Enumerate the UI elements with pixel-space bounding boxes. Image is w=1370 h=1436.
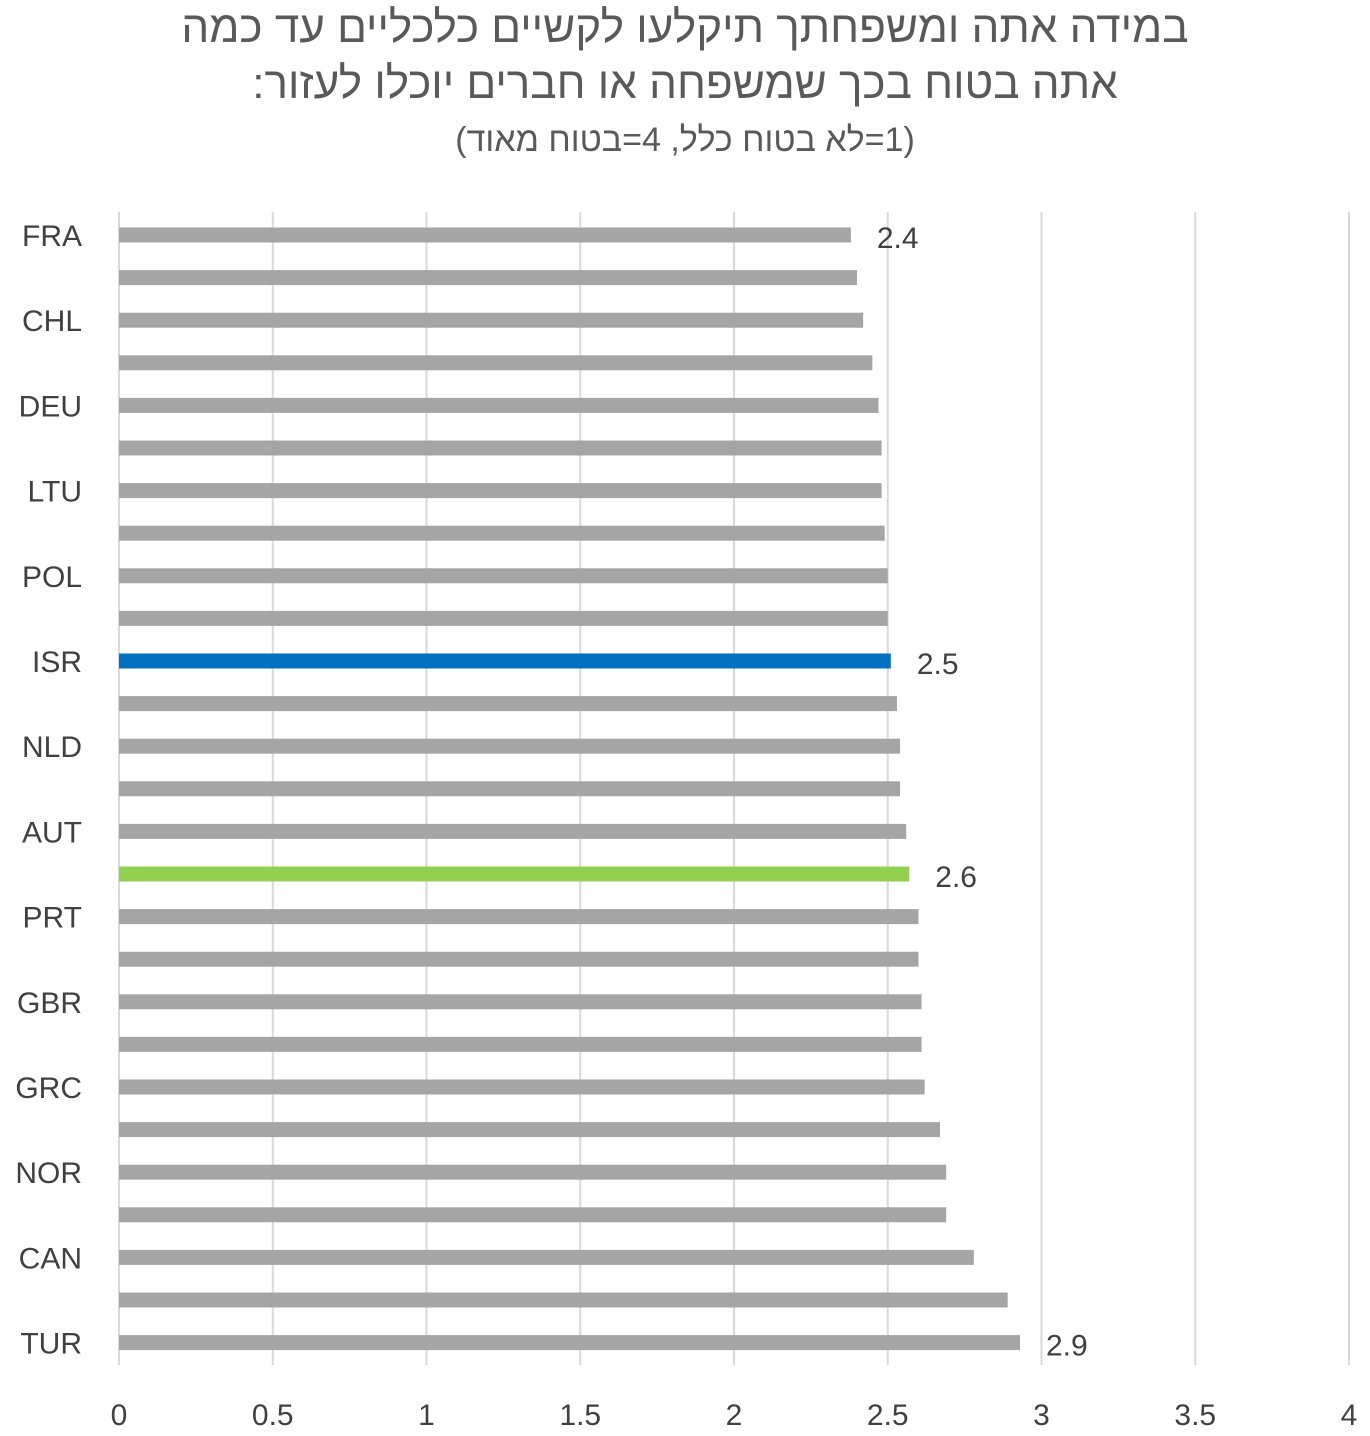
category-label: NOR — [15, 1157, 82, 1190]
bar — [119, 1164, 947, 1180]
category-label: POL — [22, 561, 82, 594]
x-tick-label: 3 — [1033, 1399, 1050, 1432]
category-label: CAN — [19, 1242, 82, 1275]
bar — [119, 355, 873, 371]
data-label: 2.6 — [935, 861, 977, 894]
bar — [119, 227, 851, 243]
chart-title-line-1: במידה אתה ומשפחתך תיקלעו לקשיים כלכליים … — [181, 3, 1189, 52]
x-tick-label: 3.5 — [1174, 1399, 1216, 1432]
bar — [119, 866, 910, 882]
bar — [119, 312, 864, 328]
bar — [119, 823, 907, 839]
bar — [119, 951, 919, 967]
category-label: FRA — [22, 220, 82, 253]
bar — [119, 994, 922, 1010]
bar — [119, 1335, 1020, 1351]
category-label: DEU — [19, 390, 82, 423]
bar — [119, 440, 882, 456]
x-tick-label: 2 — [726, 1399, 743, 1432]
category-label: LTU — [28, 476, 82, 509]
bar — [119, 696, 897, 712]
bar — [119, 610, 888, 626]
data-label: 2.5 — [917, 648, 959, 681]
bar — [119, 653, 891, 669]
bar — [119, 270, 857, 286]
bar — [119, 1207, 947, 1223]
x-tick-label: 1.5 — [559, 1399, 601, 1432]
category-label: ISR — [32, 646, 82, 679]
x-tick-label: 2.5 — [867, 1399, 909, 1432]
category-label: TUR — [20, 1328, 82, 1361]
bar — [119, 909, 919, 925]
category-label: NLD — [22, 731, 82, 764]
bar — [119, 1122, 941, 1138]
bar — [119, 1079, 925, 1095]
data-label: 2.9 — [1046, 1330, 1088, 1363]
category-labels: FRA CHL DEU LTU POL ISR NLD AUT PRT GBR GRC NOR CAN T… — [15, 220, 82, 1361]
bar — [119, 1292, 1008, 1308]
category-label: CHL — [22, 305, 82, 338]
bar — [119, 525, 885, 541]
category-label: GRC — [15, 1072, 82, 1105]
bars — [119, 227, 1020, 1351]
bar — [119, 397, 879, 413]
category-label: AUT — [22, 816, 82, 849]
x-tick-label: 0.5 — [252, 1399, 294, 1432]
x-axis-tick-labels: 0 0.5 1 1.5 2 2.5 3 3.5 4 — [111, 1399, 1358, 1432]
bar — [119, 483, 882, 499]
bar — [119, 1249, 974, 1265]
bar — [119, 1036, 922, 1052]
x-tick-label: 4 — [1341, 1399, 1358, 1432]
chart-title-line-2: אתה בטוח בכך שמשפחה או חברים יוכלו לעזור… — [252, 59, 1118, 108]
chart-title: במידה אתה ומשפחתך תיקלעו לקשיים כלכליים … — [0, 0, 1370, 164]
category-label: GBR — [17, 987, 82, 1020]
data-labels: 2.4 2.5 2.6 2.9 — [877, 222, 1088, 1363]
bar — [119, 781, 901, 797]
chart-subtitle: (1=לא בטוח כלל, 4=בטוח מאוד) — [455, 121, 915, 159]
category-label: PRT — [23, 902, 82, 935]
bar — [119, 738, 901, 754]
x-tick-label: 0 — [111, 1399, 128, 1432]
data-label: 2.4 — [877, 222, 919, 255]
x-tick-label: 1 — [418, 1399, 435, 1432]
bar — [119, 568, 888, 584]
